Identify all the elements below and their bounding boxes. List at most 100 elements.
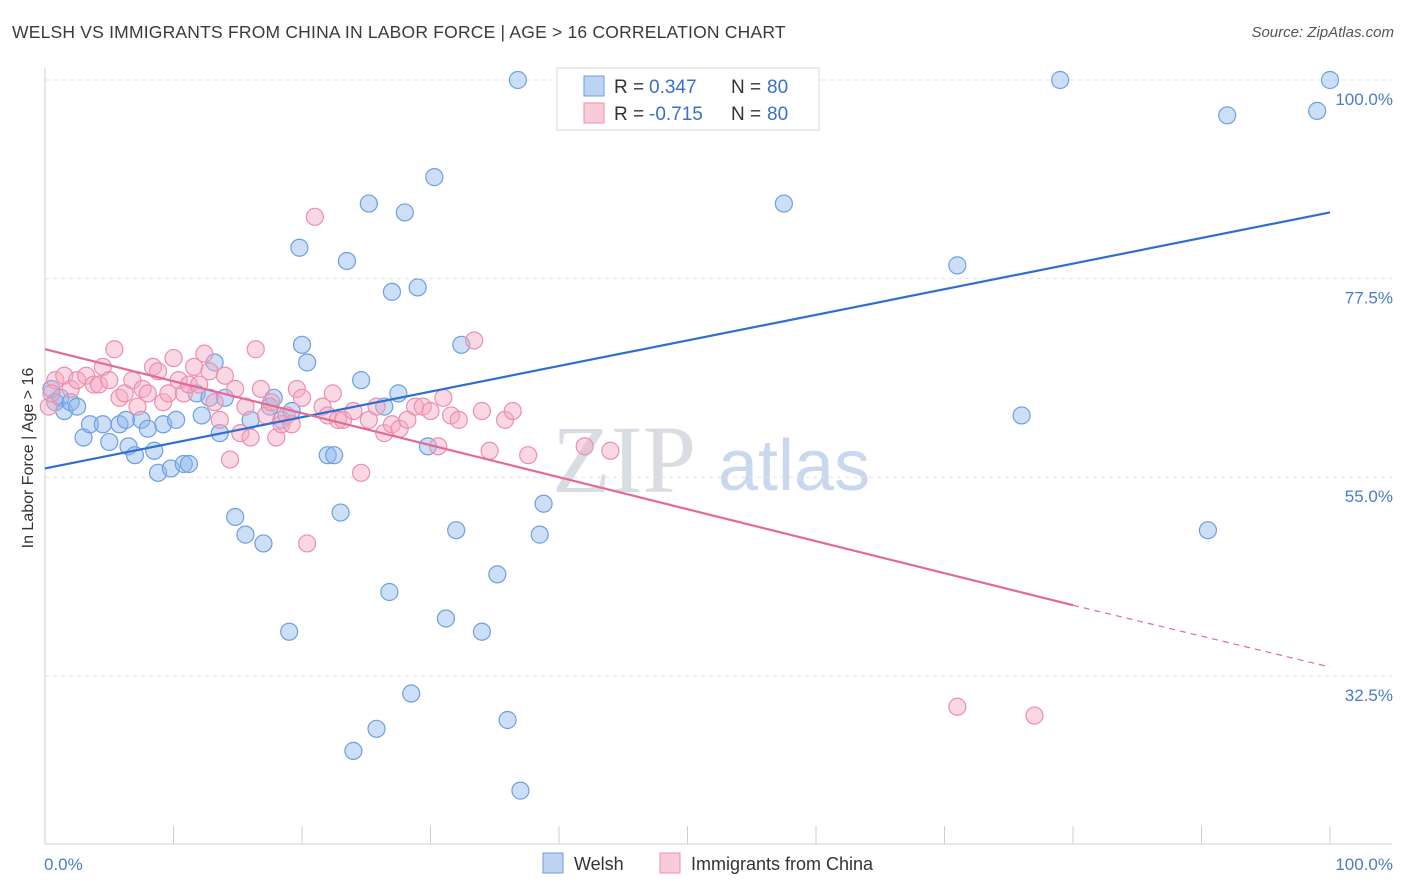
welsh-point [774, 194, 793, 213]
legend-n-value: 80 [767, 77, 788, 98]
welsh-point [298, 353, 317, 372]
china-point [215, 366, 234, 385]
china-point [39, 397, 58, 416]
china-point [42, 384, 61, 403]
china-trend-extension [1072, 604, 1331, 668]
welsh-point [530, 525, 549, 544]
welsh-point [1308, 101, 1327, 120]
china-point [472, 401, 491, 421]
china-point [519, 446, 538, 465]
china-point [465, 331, 484, 350]
bottom-legend-swatch-china [659, 852, 681, 874]
china-point [1025, 706, 1044, 725]
china-point [68, 371, 87, 390]
china-point [421, 401, 440, 421]
china-point [601, 441, 620, 460]
welsh-point [425, 168, 444, 187]
china-point [434, 388, 453, 407]
y-tick-label: 100.0% [1335, 90, 1393, 109]
china-point [210, 410, 229, 429]
welsh-point [436, 609, 456, 628]
welsh-point [508, 70, 527, 90]
china-point [352, 463, 371, 482]
welsh-point [138, 419, 157, 438]
legend-swatch-china [583, 102, 605, 124]
axes [44, 68, 1392, 845]
y-tick-label: 77.5% [1345, 289, 1393, 308]
grid-lines [45, 79, 1392, 677]
china-point [298, 534, 317, 553]
welsh-point [93, 415, 112, 434]
welsh-point [325, 446, 344, 465]
china-point [246, 340, 265, 359]
welsh-point [100, 432, 119, 452]
y-tick-labels: 32.5% 55.0% 77.5% 100.0% [1335, 90, 1393, 705]
welsh-point [402, 684, 421, 703]
welsh-point [331, 503, 350, 522]
welsh-point [352, 371, 371, 390]
welsh-point [1012, 406, 1031, 425]
welsh-point [236, 525, 255, 544]
china-point [195, 344, 214, 363]
china-point [313, 397, 332, 416]
china-point [164, 348, 183, 368]
bottom-legend-label-china: Immigrants from China [691, 854, 874, 874]
welsh-point [1051, 70, 1070, 90]
welsh-point [511, 781, 530, 800]
watermark: ZIP atlas [552, 406, 870, 513]
legend-n-label: N = [731, 77, 761, 98]
welsh-point [382, 282, 402, 301]
welsh-point [292, 335, 312, 354]
china-point [220, 450, 240, 469]
welsh-point [68, 397, 87, 416]
china-point [575, 437, 594, 456]
y-tick-label: 55.0% [1345, 487, 1393, 506]
china-point [449, 410, 468, 429]
welsh-point [166, 410, 186, 429]
welsh-point [174, 454, 193, 474]
welsh-point [254, 534, 273, 553]
welsh-point [395, 203, 414, 222]
china-point [159, 384, 178, 403]
welsh-point [534, 494, 553, 513]
welsh-point [179, 454, 199, 474]
x-tick-labels: 0.0% 100.0% [44, 855, 1393, 874]
x-tick-label-min: 0.0% [44, 855, 83, 874]
welsh-point [337, 251, 357, 271]
welsh-point [498, 710, 517, 730]
china-point [503, 401, 522, 421]
legend-r-value: 0.347 [649, 77, 697, 98]
legend-swatch-welsh [583, 75, 605, 97]
legend-n-label: N = [731, 104, 761, 125]
china-point [154, 393, 173, 412]
china-point [287, 379, 306, 399]
welsh-point [447, 521, 466, 540]
welsh-point [226, 507, 245, 527]
legend-r-label: R = [614, 77, 644, 98]
welsh-trend-line [44, 211, 1331, 470]
legend-r-label: R = [614, 104, 644, 125]
y-axis-label: In Labor Force | Age > 16 [20, 368, 37, 549]
welsh-point [472, 622, 491, 641]
legend-r-value: -0.715 [649, 104, 703, 125]
watermark-atlas: atlas [718, 426, 870, 506]
welsh-point [290, 238, 309, 257]
china-point [100, 371, 119, 390]
welsh-point [1320, 70, 1340, 90]
china-point [323, 384, 342, 403]
chart-source: Source: ZipAtlas.com [1251, 24, 1394, 41]
welsh-point [408, 278, 427, 297]
china-point [948, 697, 967, 716]
welsh-point [344, 741, 363, 760]
watermark-zip: ZIP [552, 406, 696, 513]
welsh-point [488, 565, 507, 584]
china-point [205, 393, 224, 412]
china-point [128, 397, 147, 416]
welsh-point [367, 719, 386, 738]
welsh-point [280, 622, 299, 641]
china-point [292, 388, 312, 407]
china-point [138, 384, 157, 403]
china-point [251, 379, 270, 399]
bottom-legend-label-welsh: Welsh [574, 854, 624, 874]
